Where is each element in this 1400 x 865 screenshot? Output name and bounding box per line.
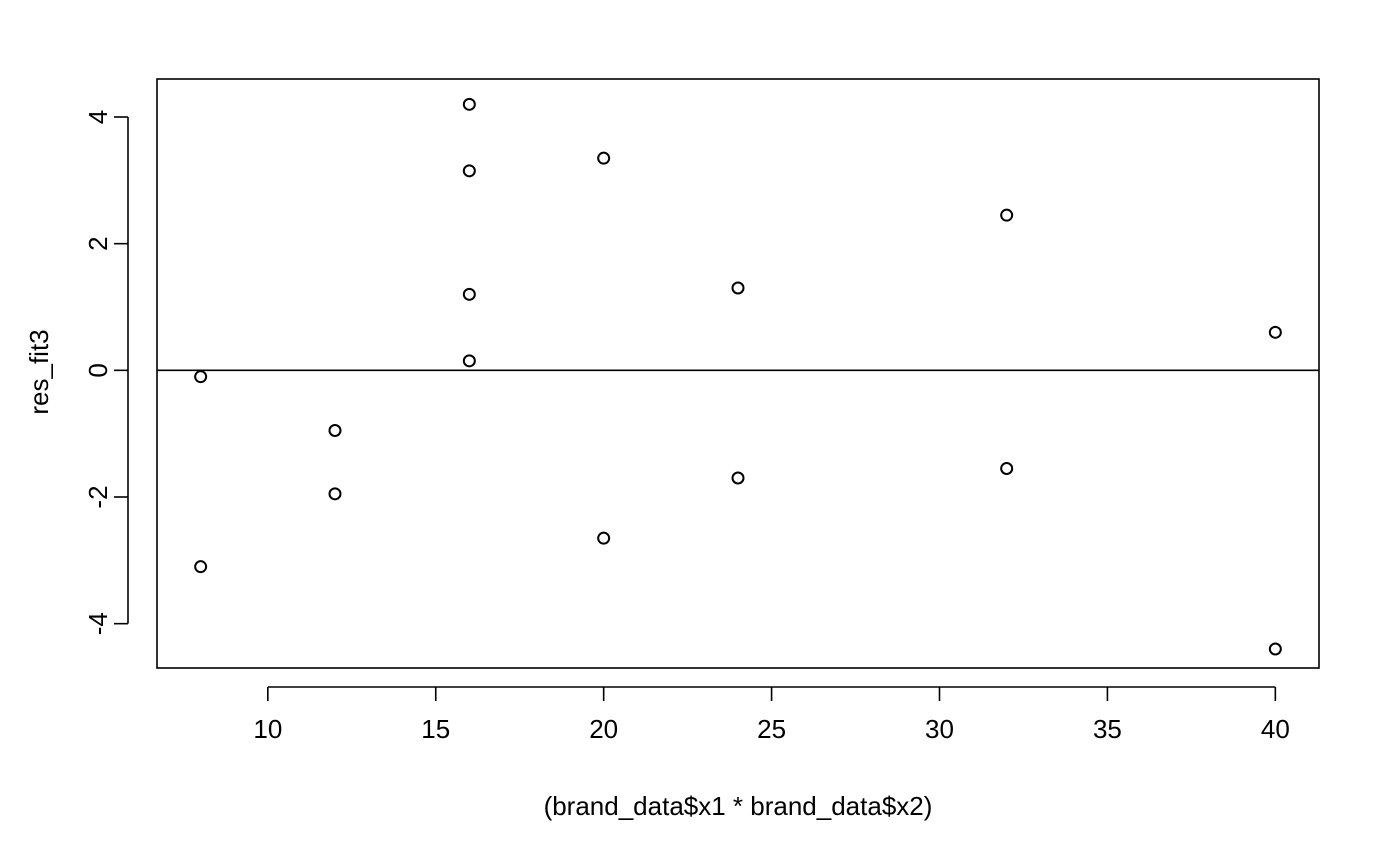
data-point [1268, 325, 1282, 339]
x-tick-label: 15 [421, 714, 450, 744]
data-point [462, 287, 476, 301]
plot-frame [156, 78, 1320, 669]
x-tick-label: 40 [1261, 714, 1290, 744]
data-point [194, 560, 208, 574]
data-point [597, 531, 611, 545]
y-tick-label: 4 [83, 110, 113, 124]
y-axis-label: res_fit3 [24, 329, 54, 414]
y-tick-label: 0 [83, 363, 113, 377]
data-point [328, 487, 342, 501]
data-point [462, 354, 476, 368]
data-point [1000, 462, 1014, 475]
data-points [194, 97, 1282, 656]
x-tick-label: 20 [589, 714, 618, 744]
data-point [462, 164, 476, 178]
y-tick-label: 2 [83, 236, 113, 250]
data-point [731, 471, 745, 485]
x-tick-label: 10 [253, 714, 282, 744]
y-tick-label: -2 [83, 485, 113, 508]
data-point [1268, 642, 1282, 656]
x-tick-label: 25 [757, 714, 786, 744]
data-point [731, 281, 745, 295]
data-point [597, 151, 611, 165]
x-tick-label: 35 [1093, 714, 1122, 744]
x-tick-label: 30 [925, 714, 954, 744]
x-axis-label: (brand_data$x1 * brand_data$x2) [544, 791, 933, 821]
data-point [328, 424, 342, 437]
data-point [462, 97, 476, 111]
y-axis: -4 -2 0 2 4 [83, 110, 129, 635]
data-point [1000, 208, 1014, 222]
x-axis: 10 15 20 25 30 35 40 [253, 686, 1290, 744]
data-point [194, 370, 208, 384]
y-tick-label: -4 [83, 612, 113, 635]
